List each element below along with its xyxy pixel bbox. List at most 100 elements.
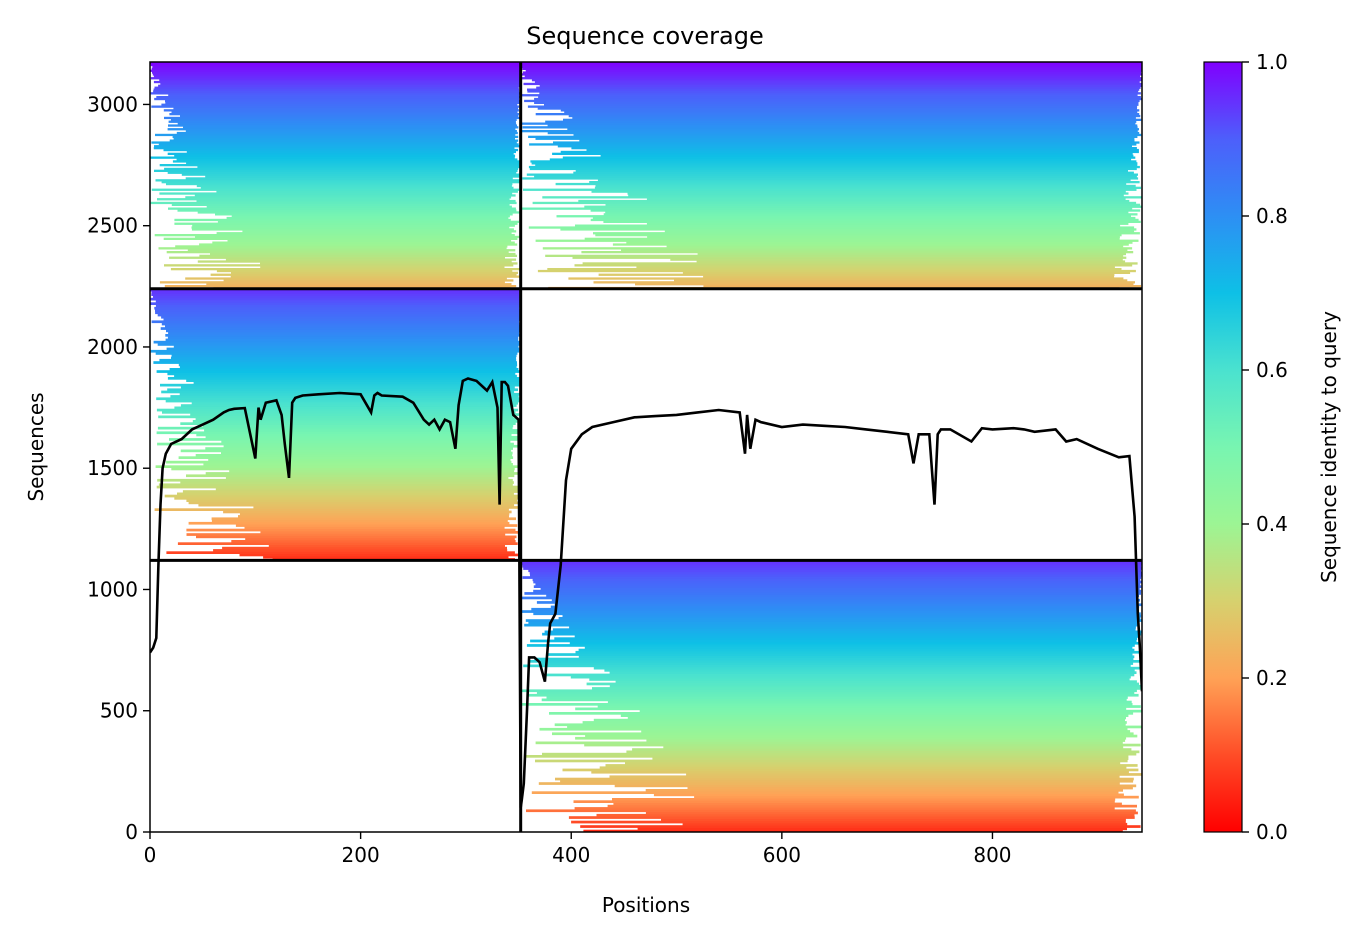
heatmap-band [221, 440, 511, 444]
heatmap-band [605, 764, 1138, 767]
heatmap-band [526, 809, 1136, 813]
heatmap-band [637, 827, 1127, 831]
heatmap-band [526, 173, 1138, 176]
heatmap-band [157, 343, 521, 346]
heatmap-band [176, 131, 518, 135]
heatmap-band [574, 807, 1115, 810]
heatmap-band [553, 141, 1140, 144]
heatmap-band [150, 63, 521, 67]
heatmap-band [541, 662, 1134, 665]
heatmap-band [536, 601, 1138, 604]
heatmap-band [168, 207, 516, 210]
heatmap-band [153, 75, 521, 78]
heatmap-band [225, 258, 517, 261]
y-tick-label: 0 [125, 820, 138, 844]
heatmap-band [653, 793, 1124, 797]
heatmap-band [238, 515, 509, 518]
heatmap-band [154, 169, 518, 172]
heatmap-band [183, 126, 519, 129]
heatmap-band [174, 154, 516, 157]
heatmap-band [670, 258, 1123, 261]
heatmap-band [552, 732, 1134, 736]
heatmap-band [531, 79, 1142, 82]
heatmap-band [522, 576, 1142, 579]
heatmap-band [535, 113, 1140, 116]
heatmap-band [225, 476, 509, 480]
heatmap-band [191, 228, 514, 231]
heatmap-band [578, 648, 1135, 652]
heatmap-band [538, 782, 1120, 785]
heatmap-band [572, 256, 1127, 259]
heatmap-band [158, 247, 507, 250]
heatmap-band [522, 67, 1142, 70]
heatmap-band [571, 820, 1126, 824]
heatmap-band [153, 147, 515, 150]
chart-title: Sequence coverage [526, 22, 763, 50]
heatmap-band [177, 492, 514, 496]
heatmap-band [562, 768, 1139, 772]
heatmap-band [604, 669, 1135, 672]
heatmap-band [569, 641, 1140, 645]
heatmap-band [216, 190, 518, 193]
heatmap-band [534, 80, 1140, 84]
heatmap-band [596, 813, 1135, 817]
heatmap-band [155, 304, 520, 308]
heatmap-band [621, 249, 1128, 252]
heatmap-band [197, 211, 521, 214]
heatmap-band [586, 682, 1139, 686]
heatmap-band [185, 277, 507, 280]
heatmap-band [609, 684, 1142, 688]
heatmap-band [560, 109, 1140, 112]
heatmap-band [612, 798, 1116, 801]
heatmap-band [154, 508, 509, 511]
heatmap-band [647, 235, 1120, 239]
heatmap-band [158, 143, 519, 146]
heatmap-band [151, 105, 520, 108]
heatmap-band [205, 435, 518, 439]
colorbar [1203, 61, 1243, 833]
heatmap-band [153, 361, 517, 364]
heatmap-band [520, 63, 1142, 67]
heatmap-band [204, 429, 520, 432]
heatmap-band [174, 497, 519, 500]
heatmap-band [575, 224, 1121, 227]
heatmap-band [216, 269, 513, 273]
heatmap-band [540, 587, 1140, 591]
heatmap-band [539, 92, 1141, 95]
heatmap-band [591, 190, 1126, 193]
heatmap-band [171, 203, 510, 206]
heatmap-band [239, 512, 510, 516]
heatmap-band [172, 160, 520, 163]
heatmap-band [158, 483, 513, 487]
heatmap-band [639, 709, 1142, 713]
colorbar-tick-label: 0.8 [1256, 204, 1288, 228]
heatmap-band [239, 553, 521, 557]
heatmap-band [226, 216, 509, 220]
heatmap-band [545, 120, 1137, 123]
heatmap-band [151, 188, 520, 191]
heatmap-band [528, 693, 1139, 697]
heatmap-band [156, 485, 519, 489]
y-axis-label: Sequences [24, 392, 48, 501]
heatmap-band [560, 150, 1139, 154]
heatmap-band [260, 266, 505, 269]
heatmap-band [222, 546, 507, 550]
heatmap-band [211, 519, 508, 523]
heatmap-band [202, 424, 514, 428]
heatmap-band [528, 135, 1138, 138]
heatmap-band [579, 139, 1135, 142]
heatmap-band [180, 422, 516, 425]
heatmap-band [153, 295, 521, 299]
heatmap-band [173, 107, 518, 110]
heatmap-band [552, 628, 1136, 631]
heatmap-band [157, 426, 513, 430]
heatmap-band [260, 531, 521, 534]
heatmap-band [646, 739, 1126, 742]
heatmap-band [609, 775, 1120, 779]
coverage-line [150, 377, 1142, 808]
heatmap-band [562, 614, 1142, 618]
heatmap-band [687, 786, 1133, 790]
heatmap-band [591, 770, 1129, 774]
heatmap-band [531, 791, 1119, 794]
heatmap-band [547, 124, 1138, 127]
